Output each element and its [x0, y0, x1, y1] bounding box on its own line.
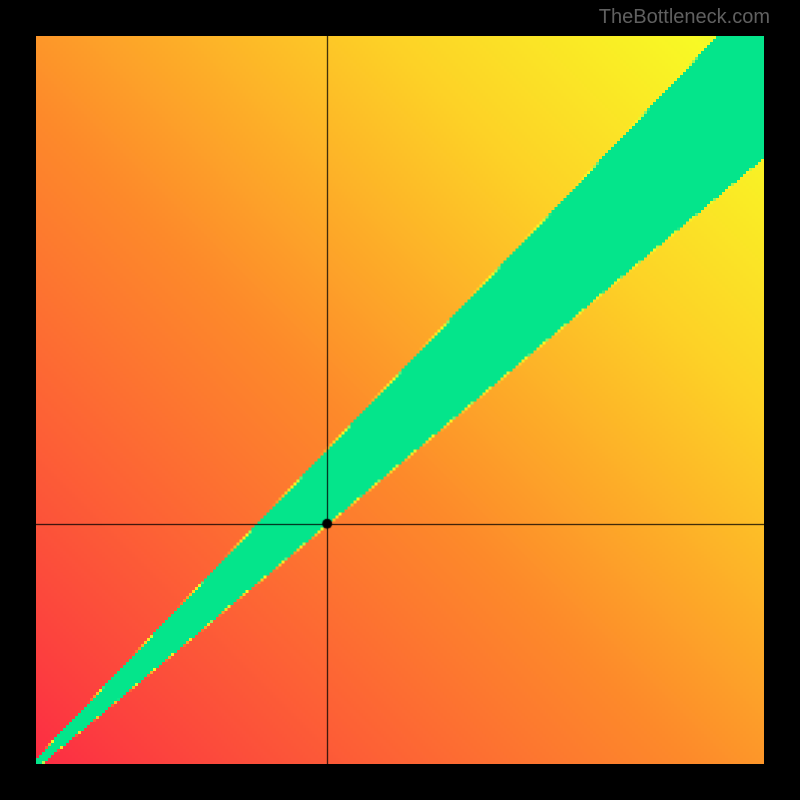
- heatmap-canvas: [36, 36, 764, 764]
- chart-container: TheBottleneck.com: [0, 0, 800, 800]
- watermark-text: TheBottleneck.com: [599, 6, 770, 29]
